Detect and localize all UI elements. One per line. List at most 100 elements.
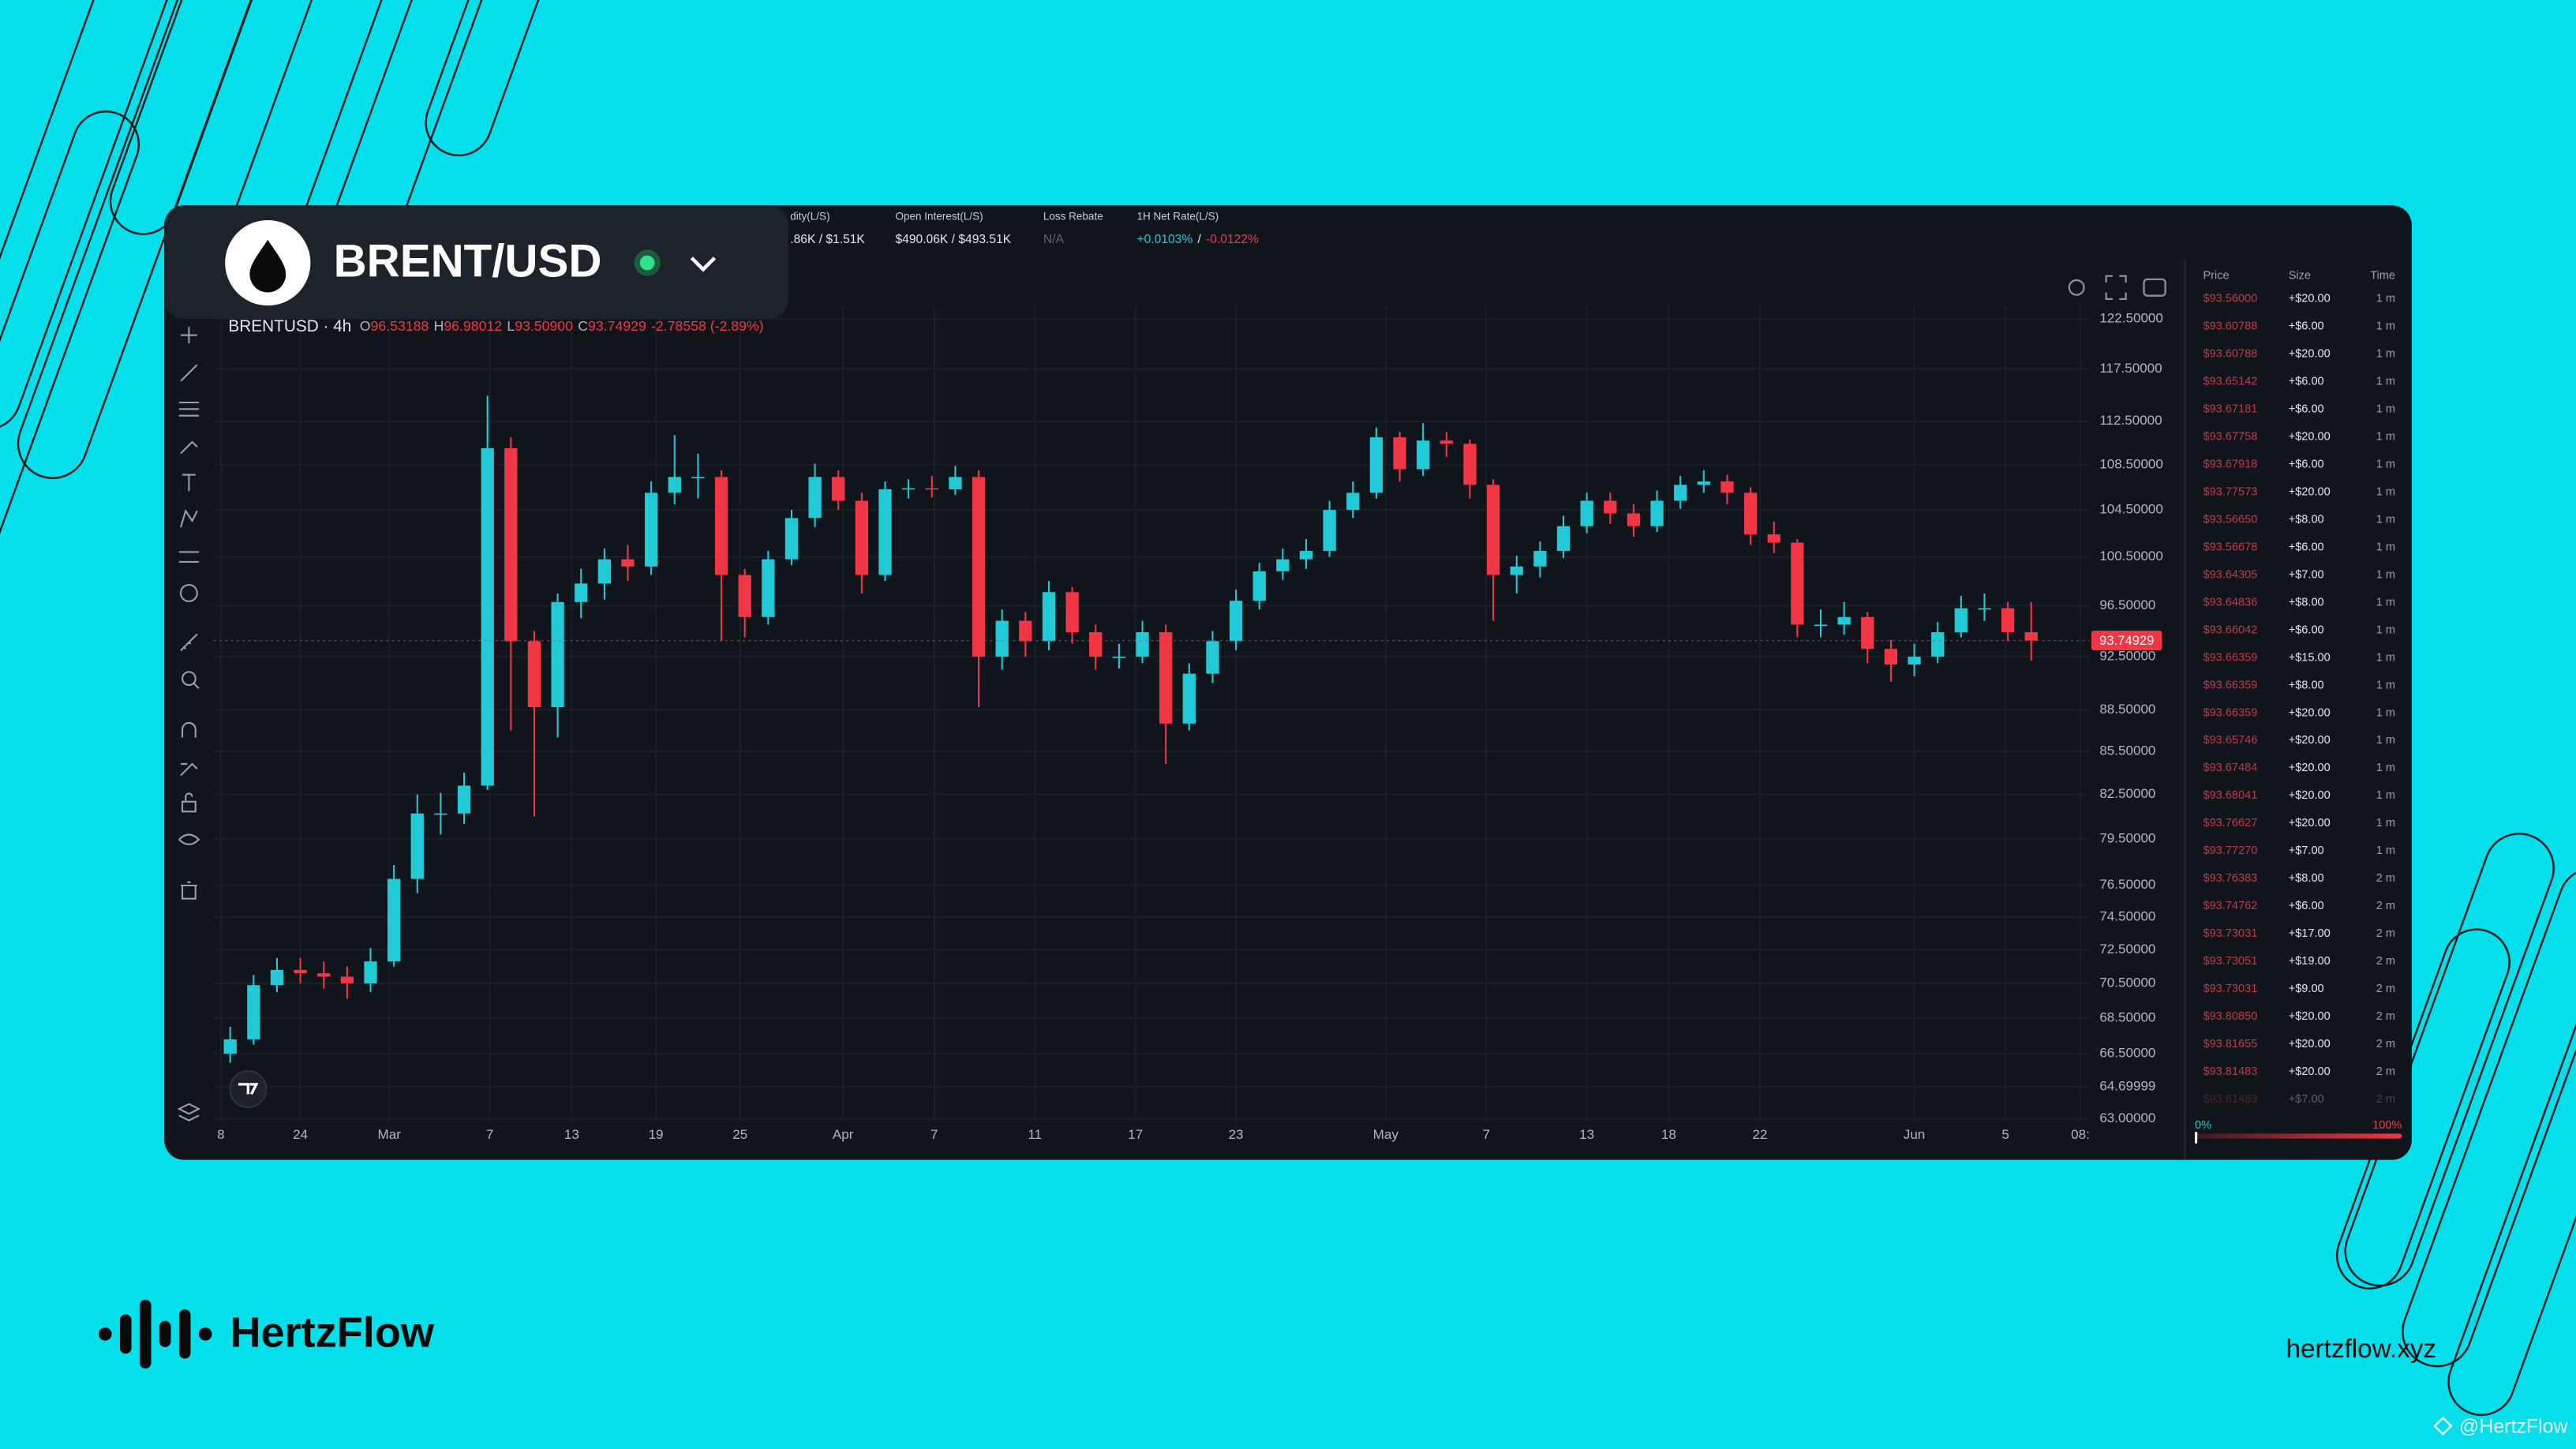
toolbar-icon[interactable] [177, 1103, 201, 1121]
candle-body [1463, 444, 1477, 485]
book-size: +$20.00 [2289, 431, 2331, 444]
y-tick-label: 64.69999 [2099, 1079, 2155, 1094]
candle-body [714, 477, 728, 575]
candle-body [1159, 632, 1173, 724]
book-size: +$6.00 [2289, 320, 2324, 333]
candle-body [1650, 500, 1664, 526]
candle-body [1884, 649, 1898, 665]
toolbar-icon[interactable] [180, 762, 198, 777]
candle-body [527, 641, 541, 708]
book-price: $93.81655 [2203, 1038, 2257, 1050]
book-time: 1 m [2376, 623, 2395, 636]
toolbar-icon[interactable] [182, 671, 200, 689]
book-time: 1 m [2376, 679, 2395, 691]
book-time: 1 m [2376, 651, 2395, 664]
candle-body [1627, 513, 1641, 526]
book-size: +$6.00 [2289, 376, 2324, 388]
toolbar-icon[interactable] [179, 508, 198, 528]
candle-body [1206, 641, 1219, 674]
y-tick-label: 66.50000 [2099, 1046, 2155, 1061]
candle-body [1089, 632, 1103, 657]
book-size: +$7.00 [2289, 844, 2324, 857]
y-tick-label: 112.50000 [2099, 413, 2162, 428]
x-tick-label: Apr [833, 1127, 854, 1142]
candle-body [1954, 608, 1968, 633]
toolbar-icon[interactable] [182, 721, 197, 738]
candle-body [878, 489, 892, 575]
candle-body [270, 969, 284, 986]
candle-body [1042, 592, 1056, 642]
candle-body [925, 488, 938, 490]
y-tick-label: 63.00000 [2099, 1110, 2155, 1125]
pair-selector[interactable] [164, 205, 789, 319]
toolbar-icon[interactable] [182, 792, 197, 813]
book-time: 1 m [2376, 376, 2395, 388]
candle-body [387, 878, 401, 962]
fullscreen-icon[interactable] [2105, 275, 2127, 301]
candle-body [995, 620, 1009, 657]
toolbar-icon[interactable] [180, 881, 197, 900]
candle-body [247, 985, 260, 1039]
candle-body [1299, 551, 1313, 560]
last-price-label: 93.74929 [2099, 633, 2154, 648]
candle-body [1978, 608, 1991, 610]
book-time: 2 m [2376, 900, 2395, 912]
settings-icon[interactable] [2068, 279, 2085, 296]
book-size: +$19.00 [2289, 955, 2331, 968]
book-size: +$17.00 [2289, 927, 2331, 940]
book-time: 1 m [2376, 348, 2395, 361]
candle-body [1697, 481, 1710, 485]
screenshot-icon[interactable] [2143, 278, 2166, 297]
book-price: $93.66359 [2203, 706, 2257, 719]
toolbar-icon[interactable] [180, 633, 198, 652]
toolbar-icon[interactable] [182, 474, 196, 492]
toolbar-icon[interactable] [178, 551, 199, 563]
x-tick-label: 13 [564, 1127, 579, 1142]
x-tick-label: 19 [649, 1127, 664, 1142]
book-price: $93.73031 [2203, 983, 2257, 995]
pair-name: BRENT/USD [334, 236, 602, 287]
book-time: 2 m [2376, 1065, 2395, 1078]
book-time: 2 m [2376, 872, 2395, 885]
candle-body [504, 447, 518, 642]
candle-body [738, 575, 751, 617]
book-time: 1 m [2376, 513, 2395, 526]
toolbar-icon[interactable] [178, 401, 199, 417]
net-rate-long: +0.0103% [1136, 233, 1193, 246]
x-tick-label: 23 [1229, 1127, 1244, 1142]
candle-body [1369, 437, 1383, 493]
toolbar-icon[interactable] [179, 584, 198, 602]
progress-min: 0% [2195, 1119, 2211, 1132]
brand-url[interactable]: hertzflow.xyz [2286, 1335, 2436, 1364]
net-rate-short: -0.0122% [1206, 233, 1259, 246]
x-tick-label: 18 [1661, 1127, 1676, 1142]
book-time: 1 m [2376, 320, 2395, 333]
x-tick-label: 22 [1752, 1127, 1767, 1142]
candle-body [1767, 534, 1780, 543]
chart-actions [2068, 275, 2166, 301]
candle-body [1743, 492, 1758, 535]
book-price: $93.76627 [2203, 817, 2257, 829]
toolbar-icon[interactable] [180, 327, 197, 344]
toolbar-icon[interactable] [178, 833, 200, 845]
toolbar-icon[interactable] [180, 440, 198, 455]
dropdown-chevron[interactable] [690, 256, 717, 272]
candle-body [949, 477, 962, 490]
book-time: 2 m [2376, 1010, 2395, 1023]
book-time: 2 m [2376, 1093, 2395, 1106]
y-tick-label: 82.50000 [2099, 786, 2155, 801]
candle-body [1533, 551, 1547, 567]
candle-body [832, 477, 845, 501]
book-size: +$7.00 [2289, 1093, 2324, 1106]
candle-body [1136, 632, 1149, 657]
stat-value: $490.06K / $493.51K [895, 233, 1011, 246]
book-time: 2 m [2376, 955, 2395, 968]
header: BRENT/USD [164, 205, 789, 319]
book-price: $93.65746 [2203, 734, 2257, 747]
book-size: +$20.00 [2289, 762, 2331, 774]
toolbar-icon[interactable] [180, 364, 198, 382]
book-size: +$8.00 [2289, 513, 2324, 526]
book-size: +$6.00 [2289, 541, 2324, 553]
ohlc-legend: BRENTUSD · 4h O96.53188 H96.98012 L93.50900… [228, 317, 763, 335]
book-size: +$8.00 [2289, 872, 2324, 885]
